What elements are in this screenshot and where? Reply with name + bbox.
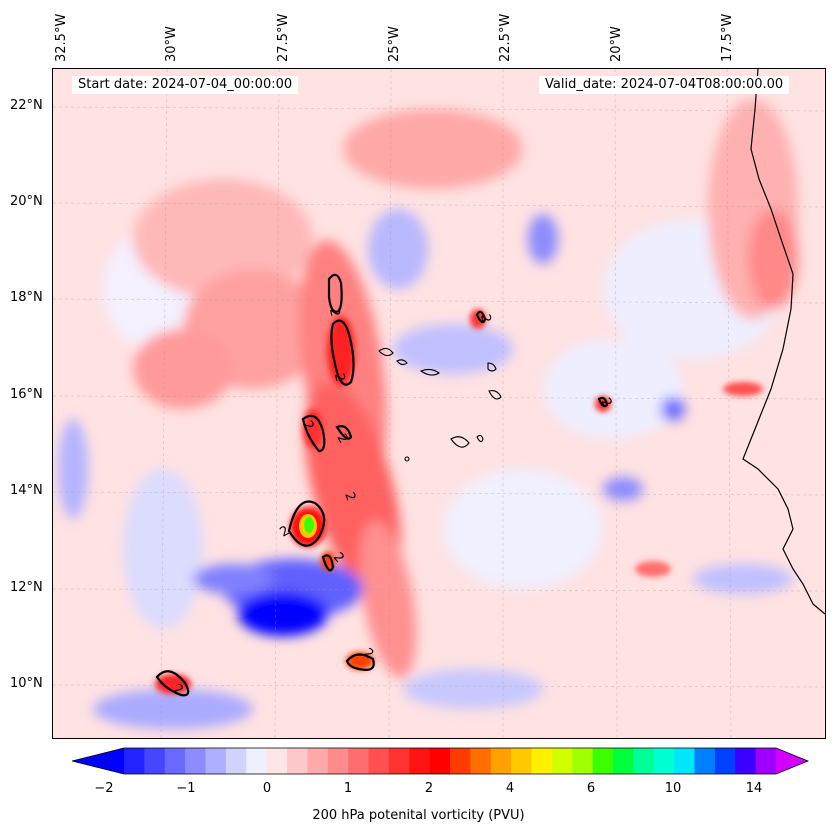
lon-label: 30°W — [164, 26, 179, 62]
colorbar-swatch — [755, 748, 777, 774]
colorbar-swatch — [511, 748, 532, 774]
contour-label: 2 — [326, 307, 342, 318]
colorbar-swatch — [327, 748, 349, 774]
colorbar-swatch — [653, 748, 675, 774]
colorbar-tick: 6 — [586, 781, 596, 796]
colorbar-swatch — [287, 748, 308, 774]
colorbar-swatch — [674, 748, 695, 774]
colorbar-swatch — [592, 748, 614, 774]
contour-label: 2 — [331, 372, 347, 383]
colorbar-swatch — [735, 748, 757, 774]
colorbar — [72, 747, 810, 775]
pv-contours — [155, 273, 609, 697]
colorbar-swatch — [694, 748, 716, 774]
colorbar-outline — [72, 747, 810, 775]
colorbar-swatch — [572, 748, 594, 774]
colorbar-swatch — [633, 748, 655, 774]
colorbar-tick: 0 — [262, 781, 272, 796]
lon-label: 27.5°W — [276, 13, 291, 62]
lat-label: 18°N — [10, 290, 43, 305]
colorbar-swatch — [551, 748, 573, 774]
colorbar-swatch — [164, 748, 186, 774]
contour-label: 2 — [477, 313, 493, 324]
lat-label: 20°N — [10, 194, 43, 209]
colorbar-swatch — [714, 748, 736, 774]
colorbar-swatch — [388, 748, 410, 774]
colorbar-swatch — [613, 748, 634, 774]
colorbar-tick: 2 — [424, 781, 434, 796]
colorbar-swatch — [225, 748, 247, 774]
colorbar-swatch — [205, 748, 227, 774]
cabo-verde-islands — [378, 347, 502, 462]
lon-label: 20°W — [609, 26, 624, 62]
colorbar-swatches — [72, 747, 810, 775]
colorbar-swatch — [429, 748, 451, 774]
colorbar-label: 200 hPa potenital vorticity (PVU) — [312, 808, 525, 823]
africa-coastline — [742, 69, 825, 615]
colorbar-swatch — [124, 748, 145, 774]
colorbar-swatch — [531, 748, 553, 774]
colorbar-tick: 1 — [343, 781, 353, 796]
lat-label: 22°N — [10, 98, 43, 113]
colorbar-swatch — [368, 748, 390, 774]
lat-label: 14°N — [10, 483, 43, 498]
lon-label: 22.5°W — [498, 13, 513, 62]
lon-label: 32.5°W — [54, 13, 69, 62]
colorbar-tick: 4 — [505, 781, 515, 796]
colorbar-swatch — [144, 748, 166, 774]
colorbar-swatch — [246, 748, 268, 774]
colorbar-extend-max — [776, 748, 808, 774]
colorbar-tick: 10 — [664, 781, 682, 796]
colorbar-swatch — [266, 748, 288, 774]
lat-label: 16°N — [10, 387, 43, 402]
colorbar-swatch — [307, 748, 329, 774]
colorbar-swatch — [490, 748, 512, 774]
lon-label: 17.5°W — [720, 13, 735, 62]
colorbar-swatch — [450, 748, 471, 774]
colorbar-tick: −1 — [176, 781, 196, 796]
colorbar-swatch — [470, 748, 492, 774]
colorbar-tick: 14 — [745, 781, 763, 796]
colorbar-swatch — [409, 748, 431, 774]
colorbar-swatch — [348, 748, 369, 774]
pv-shading — [58, 99, 798, 729]
start-date-label: Start date: 2024-07-04_00:00:00 — [72, 76, 299, 94]
colorbar-extend-min — [72, 748, 124, 774]
valid-date-label: Valid_date: 2024-07-04T08:00:00.00 — [539, 76, 790, 94]
colorbar-tick: −2 — [94, 781, 114, 796]
pv-core-inner — [304, 517, 314, 533]
pv-field-map: 2 2 2 2 2 2 2 2 2 2 2 — [53, 69, 825, 738]
lat-label: 12°N — [10, 580, 43, 595]
lat-label: 10°N — [10, 676, 43, 691]
colorbar-swatch — [185, 748, 206, 774]
map-panel: 2 2 2 2 2 2 2 2 2 2 2 — [52, 68, 826, 739]
lon-label: 25°W — [387, 26, 402, 62]
graticule — [53, 69, 825, 738]
